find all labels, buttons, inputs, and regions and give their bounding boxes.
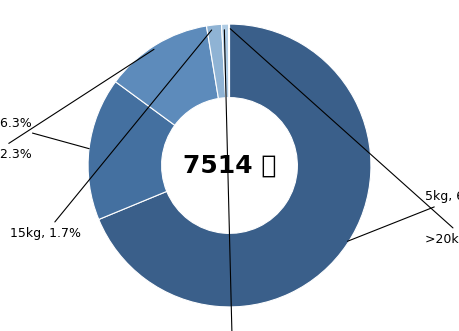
Text: >20kg, 0.1%: >20kg, 0.1%	[230, 29, 459, 246]
Text: 3kg, 16.3%: 3kg, 16.3%	[0, 117, 89, 149]
Wedge shape	[116, 26, 218, 125]
Text: 20kg, 0.8%: 20kg, 0.8%	[197, 30, 268, 331]
Text: 7514 台: 7514 台	[183, 154, 276, 177]
Text: 10kg, 12.3%: 10kg, 12.3%	[0, 49, 154, 161]
Wedge shape	[229, 24, 230, 98]
Wedge shape	[88, 82, 175, 219]
Text: 15kg, 1.7%: 15kg, 1.7%	[10, 30, 212, 240]
Text: 5kg, 68.7%: 5kg, 68.7%	[347, 190, 459, 241]
Wedge shape	[222, 24, 229, 98]
Wedge shape	[207, 24, 226, 99]
Wedge shape	[99, 24, 371, 307]
